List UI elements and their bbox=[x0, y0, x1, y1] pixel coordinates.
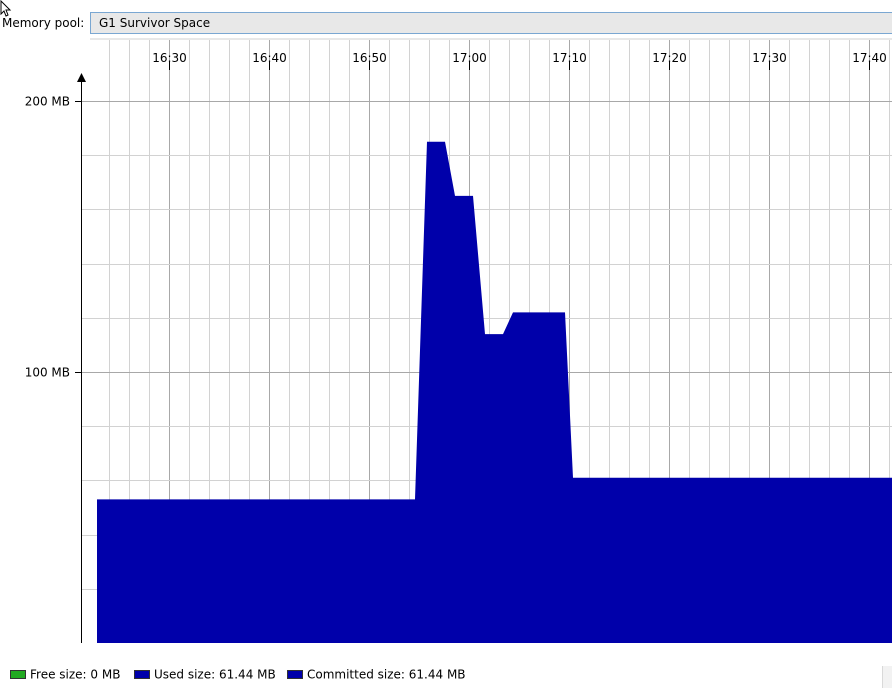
x-tick-label: 17:10 bbox=[552, 51, 587, 65]
memory-pool-label: Memory pool: bbox=[2, 16, 85, 30]
y-tick-label: 100 MB bbox=[25, 366, 70, 380]
y-tick-label: 200 MB bbox=[25, 95, 70, 109]
x-tick-label: 17:00 bbox=[452, 51, 487, 65]
x-tick-label: 16:30 bbox=[152, 51, 187, 65]
memory-pool-select[interactable]: G1 Survivor Space bbox=[90, 12, 892, 34]
x-tick-label: 17:20 bbox=[652, 51, 687, 65]
x-tick-label: 17:40 bbox=[852, 51, 887, 65]
y-axis-arrow-icon bbox=[77, 73, 86, 82]
x-tick-label: 16:50 bbox=[352, 51, 387, 65]
memory-usage-chart: 100 MB 200 MB 16:30 16:40 16:50 17:00 17:10 17:… bbox=[25, 38, 892, 643]
free-size-label: Free size: 0 MB bbox=[30, 667, 121, 682]
committed-size-label: Committed size: 61.44 MB bbox=[307, 667, 466, 682]
legend-used: Used size: 61.44 MB bbox=[134, 667, 276, 682]
committed-size-swatch bbox=[287, 670, 303, 679]
free-size-swatch bbox=[10, 670, 26, 679]
chart-area-layer bbox=[97, 141, 892, 643]
x-tick-label: 16:40 bbox=[252, 51, 287, 65]
x-tick-label: 17:30 bbox=[752, 51, 787, 65]
scrollbar-stub[interactable] bbox=[882, 666, 892, 688]
used-size-swatch bbox=[134, 670, 150, 679]
chart-legend: Free size: 0 MB Used size: 61.44 MB Comm… bbox=[0, 664, 892, 684]
used-area bbox=[97, 141, 892, 643]
chart-labels: 100 MB 200 MB 16:30 16:40 16:50 17:00 17:10 17:… bbox=[25, 51, 887, 380]
chart-axes bbox=[75, 62, 870, 643]
legend-committed: Committed size: 61.44 MB bbox=[287, 667, 466, 682]
mouse-cursor-icon bbox=[0, 0, 12, 17]
legend-free: Free size: 0 MB bbox=[10, 667, 120, 682]
used-size-label: Used size: 61.44 MB bbox=[154, 667, 276, 682]
